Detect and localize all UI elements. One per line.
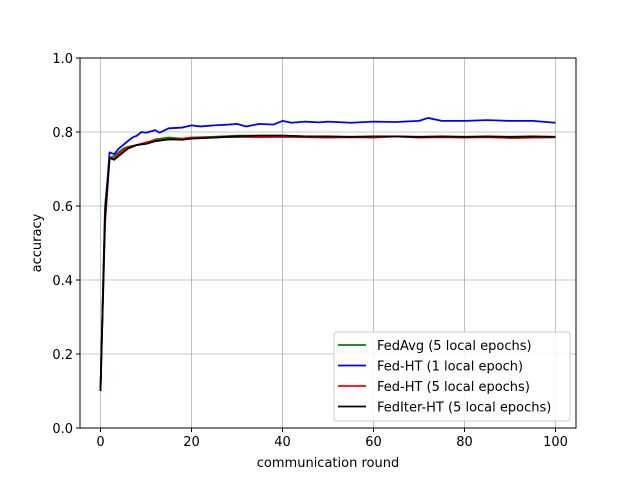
- legend-entry-0: FedAvg (5 local epochs): [377, 339, 532, 354]
- x-tick-label: 40: [274, 435, 291, 450]
- y-tick-label: 0.0: [52, 422, 73, 437]
- x-tick-label: 60: [365, 435, 382, 450]
- x-tick-label: 100: [543, 435, 568, 450]
- x-tick-label: 80: [456, 435, 473, 450]
- series-line-3: [99, 134, 556, 392]
- legend: FedAvg (5 local epochs) Fed-HT (1 local e…: [333, 331, 571, 422]
- x-tick-label: 0: [96, 435, 104, 450]
- y-tick-label: 0.8: [52, 126, 73, 141]
- y-tick-label: 0.6: [52, 200, 73, 215]
- legend-entry-3: FedIter-HT (5 local epochs): [377, 401, 551, 416]
- series-lines: [99, 117, 556, 392]
- series-line-1: [99, 117, 556, 392]
- legend-entry-1: Fed-HT (1 local epoch): [377, 360, 523, 375]
- axis-ticks: 0 20 40 60 80 100 0.0 0.2 0.4 0.6 0.8 1.0: [52, 52, 568, 450]
- plot-frame: [79, 57, 577, 429]
- y-tick-label: 0.2: [52, 348, 73, 363]
- legend-box: [333, 331, 571, 422]
- y-axis-label: accuracy: [30, 213, 45, 272]
- y-tick-label: 1.0: [52, 52, 73, 67]
- legend-entry-2: Fed-HT (5 local epochs): [377, 380, 530, 395]
- y-tick-label: 0.4: [52, 274, 73, 289]
- x-axis-label: communication round: [257, 456, 399, 471]
- x-tick-label: 20: [183, 435, 200, 450]
